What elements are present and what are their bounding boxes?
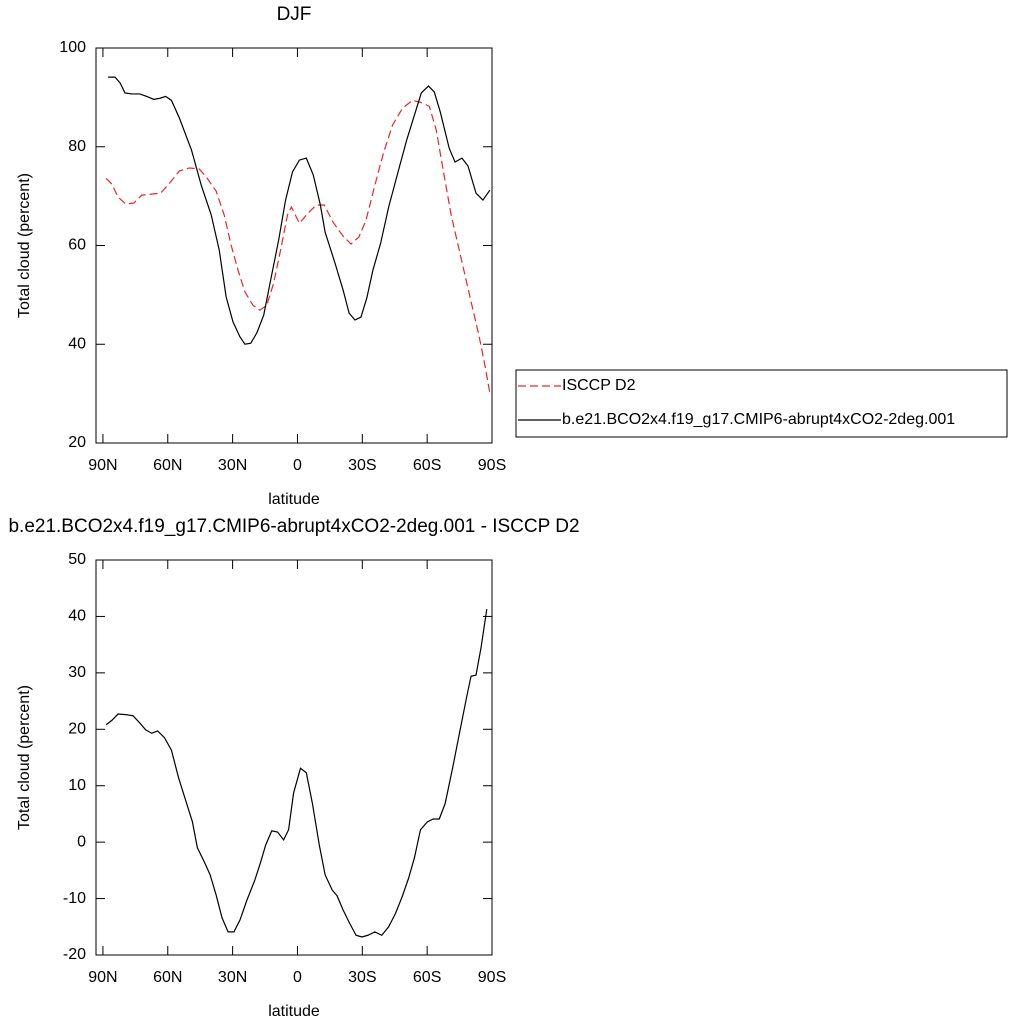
series-line — [105, 99, 491, 394]
y-axis-label: Total cloud (percent) — [16, 685, 33, 830]
x-tick-label: 60N — [153, 457, 182, 474]
legend-label: b.e21.BCO2x4.f19_g17.CMIP6-abrupt4xCO2-2… — [562, 411, 955, 428]
x-tick-label: 60S — [413, 969, 441, 986]
x-tick-label: 60N — [153, 969, 182, 986]
y-axis-label: Total cloud (percent) — [16, 173, 33, 318]
y-tick-label: 40 — [68, 335, 86, 352]
y-tick-label: 50 — [68, 551, 86, 568]
x-tick-label: 0 — [293, 457, 302, 474]
legend-box — [515, 369, 1008, 438]
x-tick-label: 60S — [413, 457, 441, 474]
y-tick-label: 80 — [68, 138, 86, 155]
y-tick-label: 10 — [68, 777, 86, 794]
plot-frame — [95, 47, 493, 444]
y-tick-label: 20 — [68, 721, 86, 738]
x-tick-label: 30N — [218, 969, 247, 986]
chart-title: DJF — [277, 4, 312, 25]
x-tick-label: 30S — [348, 457, 376, 474]
legend-label: ISCCP D2 — [562, 377, 636, 394]
plot-frame — [95, 559, 493, 956]
series-line — [108, 76, 491, 345]
y-tick-label: 60 — [68, 237, 86, 254]
chart-title: b.e21.BCO2x4.f19_g17.CMIP6-abrupt4xCO2-2… — [8, 516, 579, 537]
x-tick-label: 90S — [478, 969, 506, 986]
y-tick-label: -20 — [63, 946, 86, 963]
y-tick-label: 40 — [68, 608, 86, 625]
y-tick-label: 100 — [59, 39, 86, 56]
x-tick-label: 30N — [218, 457, 247, 474]
y-tick-label: 0 — [77, 833, 86, 850]
x-tick-label: 90N — [88, 969, 117, 986]
y-tick-label: 30 — [68, 664, 86, 681]
x-tick-label: 90S — [478, 457, 506, 474]
x-axis-label: latitude — [268, 491, 320, 508]
y-tick-label: 20 — [68, 434, 86, 451]
x-tick-label: 0 — [293, 969, 302, 986]
x-tick-label: 90N — [88, 457, 117, 474]
series-line — [105, 609, 488, 938]
y-tick-label: -10 — [63, 890, 86, 907]
x-axis-label: latitude — [268, 1003, 320, 1020]
x-tick-label: 30S — [348, 969, 376, 986]
